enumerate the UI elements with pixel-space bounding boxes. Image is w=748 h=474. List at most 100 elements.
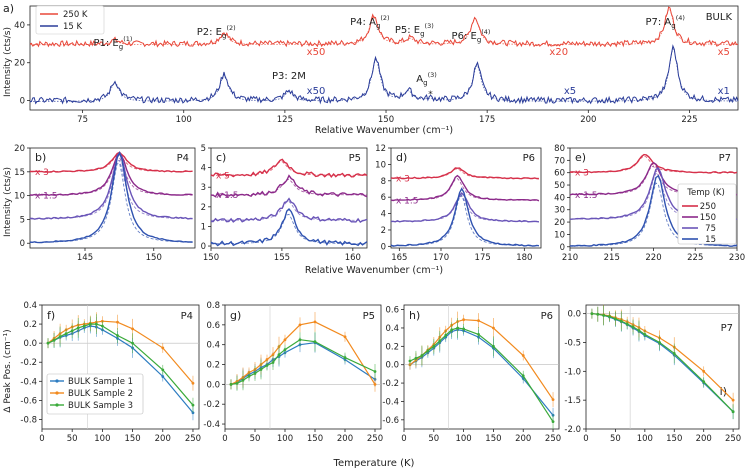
panel-a-xlabel: Relative Wavenumber (cm⁻¹) (315, 125, 453, 136)
panel-f-legend-box (46, 373, 144, 415)
panel-a-asterisk: * (428, 90, 433, 100)
panel-f-xtick-label: 0 (39, 434, 44, 444)
panel-i-frame (585, 304, 740, 430)
panel-c-ytick-label: 2 (201, 203, 206, 213)
panel-g-xtick-label: 50 (250, 434, 261, 444)
panel-f-ytick-label: -0.4 (20, 377, 37, 387)
panel-c-peak: P5 (349, 153, 361, 164)
panel-a-scale-blue: x50 (307, 86, 326, 97)
mid-xlabel: Relative Wavenumber (cm⁻¹) (305, 265, 443, 276)
panel-e-label: e) (575, 151, 586, 164)
panel-g-peak: P5 (363, 311, 375, 322)
panel-g-ytick-label: 0.4 (206, 341, 220, 351)
panel-d-scale-1: x 1.5 (396, 196, 419, 206)
panel-e-xtick-label: 230 (729, 253, 745, 263)
panel-i-xtick-label: 200 (696, 434, 712, 444)
panel-a-peak-label: P7: Ag(4) (645, 14, 684, 30)
panel-a-ytick-label: 40 (14, 21, 25, 31)
panel-e-ytick-label: 20 (554, 218, 565, 228)
panel-d-fit-15 (390, 194, 539, 247)
panel-f-xtick-label: 250 (185, 434, 201, 444)
panel-a-scale-red: x50 (307, 47, 326, 58)
panel-g-label: g) (230, 309, 241, 322)
panel-a-series-0 (29, 6, 739, 48)
panel-d-xtick-label: 170 (433, 253, 449, 263)
panel-e-series-15 (569, 174, 738, 247)
panel-e-ytick-label: 80 (554, 144, 565, 154)
panel-a-xtick-label: 200 (580, 115, 596, 125)
panel-h-xtick-label: 50 (428, 434, 439, 444)
panel-h-ytick-label: -0.2 (382, 379, 399, 389)
panel-i-label: i) (720, 385, 727, 398)
panel-c-fit-150 (211, 178, 367, 196)
panel-e-ytick-label: 50 (554, 181, 565, 191)
panel-i-ytick-label: -1.5 (564, 396, 581, 406)
panel-b-ytick-label: 20 (14, 144, 25, 154)
panel-e-legend-label: 75 (705, 224, 716, 234)
panel-g-series-1 (230, 321, 376, 385)
panel-e-scale-0: x 3 (575, 169, 589, 179)
panel-f-legend-marker (55, 391, 59, 395)
panel-a-legend-box (35, 5, 105, 35)
panel-i-ytick-label: 0.0 (567, 310, 581, 320)
panel-a-peak-label: P3: 2M (272, 71, 306, 82)
panel-g-xtick-label: 0 (222, 434, 227, 444)
panel-f-series-1 (47, 320, 194, 384)
panel-c-frame (210, 147, 368, 249)
panel-d-label: d) (396, 151, 407, 164)
panel-d-xtick-label: 175 (475, 253, 491, 263)
panel-d-ytick-label: 12 (375, 144, 386, 154)
panel-h-series-2 (409, 327, 554, 423)
panel-i-series-2 (591, 313, 734, 413)
panel-c-ytick-label: 4 (201, 164, 206, 174)
panel-a-series-1 (29, 44, 739, 105)
panel-h-ytick-label: 0.0 (385, 361, 399, 371)
panel-h-xtick-label: 200 (515, 434, 531, 444)
panel-d-frame (390, 147, 542, 249)
panel-f-peak: P4 (181, 311, 193, 322)
panel-b-ytick-label: 5 (20, 215, 25, 225)
panel-i-series-0 (591, 313, 734, 413)
panel-f-legend-label: BULK Sample 1 (68, 377, 133, 387)
panel-b-ytick-label: 0 (20, 239, 25, 249)
panel-b-xtick-label: 150 (146, 253, 162, 263)
panel-a-scale-red: x5 (718, 47, 730, 58)
panel-e-fit-15 (570, 182, 738, 247)
panel-b-fit-75 (30, 160, 193, 220)
panel-h-xtick-label: 100 (455, 434, 471, 444)
panel-a-peak-label: P6: Eg(4) (452, 28, 491, 44)
panel-d-fit-75 (391, 195, 539, 222)
panel-e-ytick-label: 60 (554, 169, 565, 179)
panel-a-xtick-label: 225 (681, 115, 697, 125)
panel-d-series-15 (390, 187, 539, 247)
panel-c-series-75 (211, 197, 368, 224)
panel-c-label: c) (216, 151, 226, 164)
panel-f-xtick-label: 50 (67, 434, 78, 444)
panel-e-ytick-label: 0 (560, 243, 565, 253)
panel-h-ytick-label: 0.4 (385, 324, 399, 334)
panel-c-scale-1: x 1.5 (216, 191, 239, 201)
panel-g-ytick-label: -0.2 (203, 400, 220, 410)
panel-a-xtick-label: 150 (378, 115, 394, 125)
panel-a-peak-label: Ag(3) (416, 71, 437, 87)
panel-c-fit-75 (210, 200, 367, 221)
panel-a-ylabel: Intensity (cts/s) (3, 27, 13, 97)
panel-a-legend-label: 15 K (63, 22, 83, 32)
panel-h-frame (403, 304, 560, 430)
panel-b-frame (29, 147, 196, 249)
panel-f-xtick-label: 150 (124, 434, 140, 444)
panel-a-fit-1 (30, 47, 738, 102)
panel-d-ytick-label: 10 (375, 160, 386, 170)
panel-c-xtick-label: 150 (203, 253, 219, 263)
panel-h-xtick-label: 150 (485, 434, 501, 444)
panel-h-ytick-label: -0.6 (382, 416, 399, 426)
panel-f-legend-label: BULK Sample 2 (68, 389, 133, 399)
panel-a-scale-blue: x5 (564, 86, 576, 97)
panel-c-ytick-label: 3 (201, 183, 206, 193)
panel-c-ytick-label: 0 (201, 242, 206, 252)
panel-g-frame (224, 304, 382, 430)
panel-e-xtick-label: 225 (687, 253, 703, 263)
panel-g-xtick-label: 200 (337, 434, 353, 444)
panel-g-ytick-label: 0.2 (206, 361, 220, 371)
